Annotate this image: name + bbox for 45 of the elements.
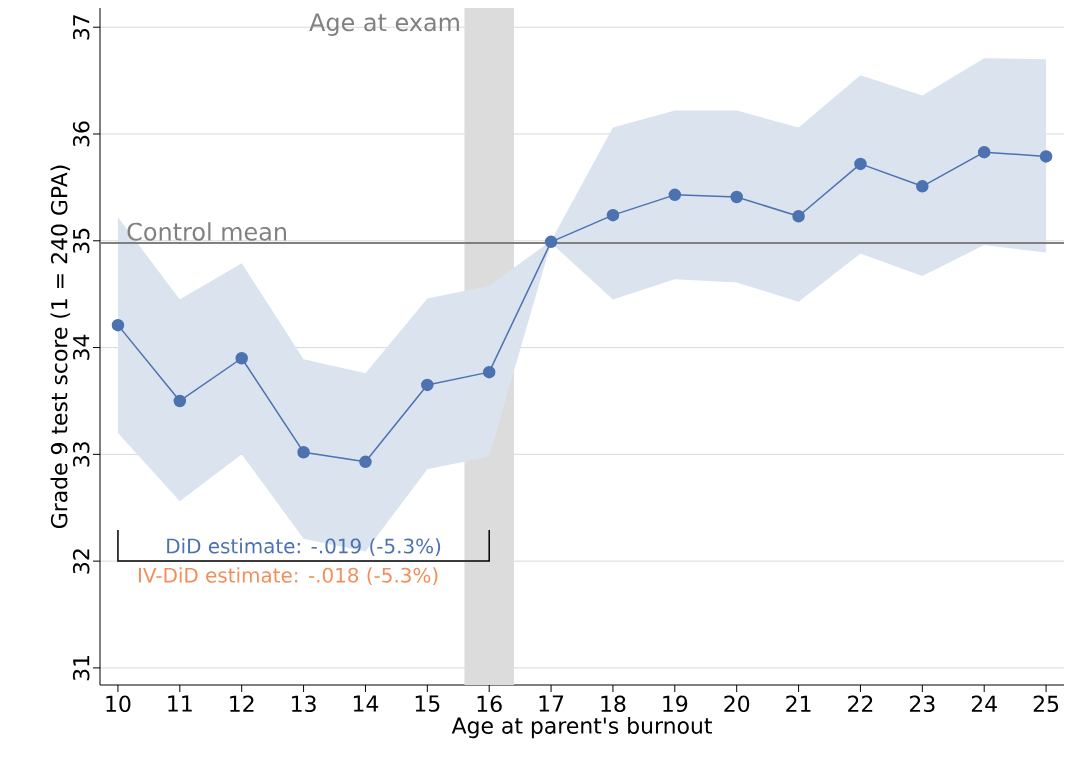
y-tick-label: 31 [72,656,90,681]
point [235,351,248,365]
point [544,235,558,249]
point [668,188,682,202]
x-tick-label: 19 [663,695,688,713]
ref-line-label: Control mean [127,222,286,241]
y-axis-title: Grade 9 test score (1 = 240 GPA) [50,165,71,529]
y-tick-label: 33 [72,442,90,467]
x-tick-label: 18 [601,695,626,713]
x-axis-title: Age at parent's burnout [451,716,712,739]
point [359,455,372,469]
x-tick-label: 20 [724,695,750,713]
point [1039,150,1053,163]
x-tick-label: 14 [353,695,379,712]
x-tick-label: 22 [848,695,873,712]
x-tick-label: 25 [1033,695,1059,713]
y-tick-label: 37 [72,15,90,40]
x-tick-label: 10 [106,695,131,713]
y-tick-label: 34 [72,334,90,360]
x-tick-label: 24 [971,695,997,712]
x-tick-label: 21 [786,695,811,712]
x-tick-label: 15 [415,695,440,712]
point [792,209,805,223]
point [111,318,125,332]
y-tick-label: 36 [72,121,90,147]
point [297,445,310,459]
point [482,365,496,379]
point [606,208,620,222]
y-tick-label: 35 [72,228,90,254]
point [977,145,991,159]
x-tick-label: 11 [168,695,192,712]
point [854,157,867,171]
x-tick-label: 23 [909,695,935,713]
annotation: DiD estimate: -.019 (-5.3%) [167,538,441,556]
band-label: Age at exam [309,13,459,36]
x-tick-label: 13 [292,695,316,713]
point [916,180,929,193]
point [173,394,187,408]
annotation: IV-DiD estimate: -.018 (-5.3%) [138,567,438,586]
x-tick-label: 16 [477,695,502,713]
point [421,378,434,392]
point [730,190,743,204]
x-tick-label: 12 [230,695,254,712]
y-tick-label: 32 [72,549,90,574]
x-tick-label: 17 [539,695,564,712]
